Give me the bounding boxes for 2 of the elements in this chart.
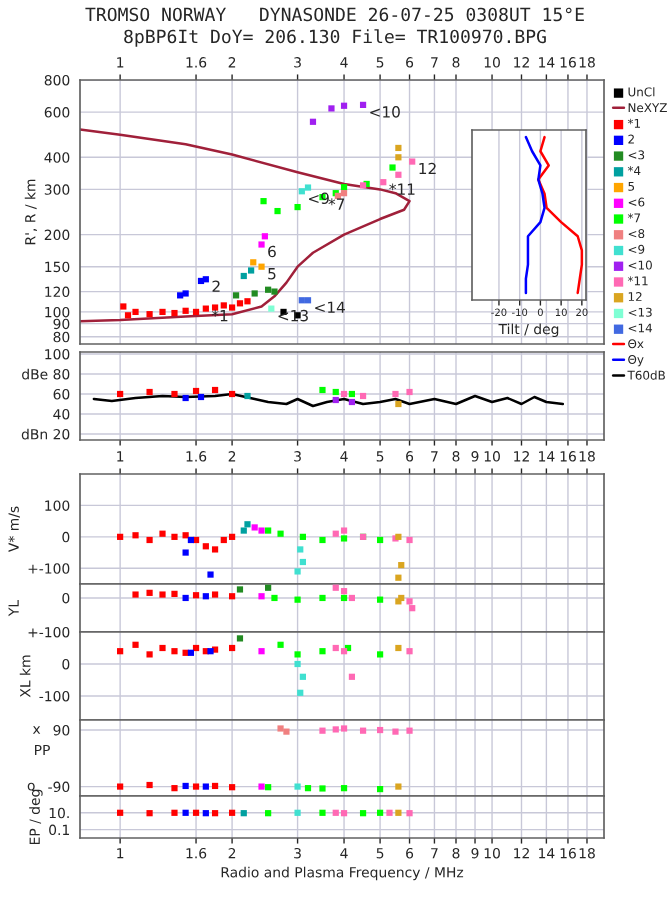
chart-subtitle: 8pBP6It DoY= 206.130 File= TR100970.BPG [124, 29, 546, 47]
chart-title: TROMSO NORWAY DYNASONDE 26-07-25 0308UT 15°E [85, 7, 584, 22]
